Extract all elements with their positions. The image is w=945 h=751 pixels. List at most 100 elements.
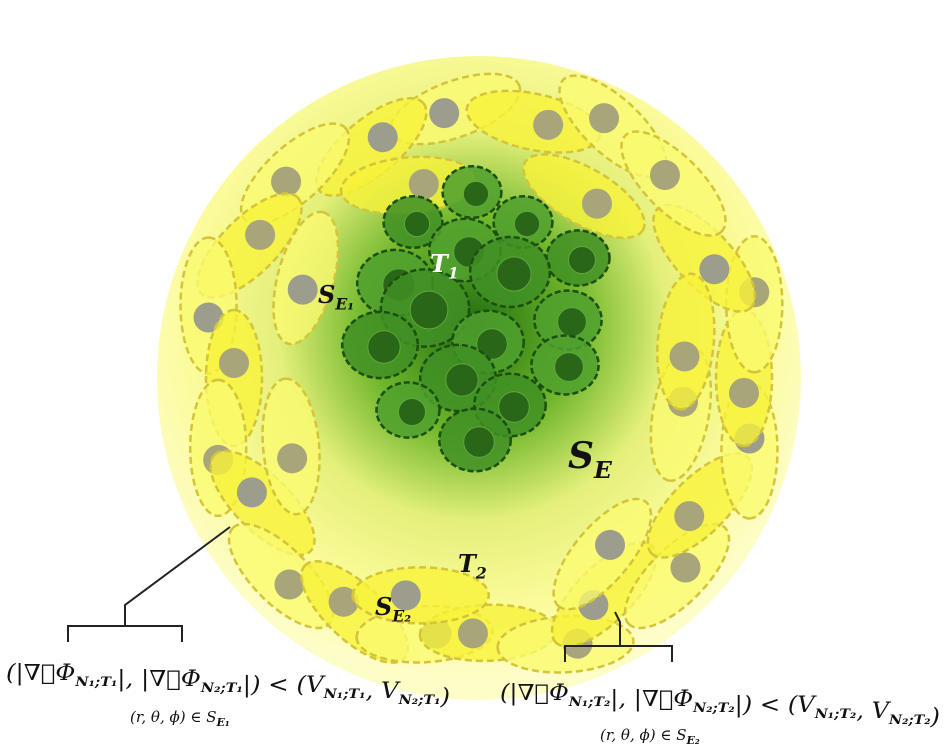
green-cell bbox=[468, 235, 552, 309]
label: SE bbox=[568, 435, 613, 484]
label-sub: E bbox=[593, 456, 613, 484]
formula: (|∇⃗Φ N₁;T₁ |, |∇⃗Φ N₂;T₁ |) < (V N₁;T₁, V N₂;… bbox=[6, 661, 450, 710]
label: T2 bbox=[458, 549, 487, 583]
nucleus bbox=[496, 256, 532, 292]
formula-domain: (r, θ, ϕ) ∈ SE₁ bbox=[130, 708, 230, 729]
green-cell bbox=[533, 289, 603, 351]
nucleus bbox=[674, 501, 705, 532]
label: SE₂ bbox=[375, 592, 411, 626]
green-cell bbox=[438, 407, 512, 473]
formula: (|∇⃗Φ N₁;T₂ |, |∇⃗Φ N₂;T₂ |) < (V N₁;T₂, V N₂;… bbox=[500, 681, 940, 730]
connector bbox=[124, 526, 231, 625]
nucleus bbox=[390, 580, 421, 611]
label-base: S bbox=[318, 280, 335, 309]
label: T1 bbox=[430, 249, 459, 283]
domain-sub: E₂ bbox=[685, 734, 699, 747]
domain-text: (r, θ, ϕ) ∈ S bbox=[130, 708, 216, 726]
nucleus bbox=[533, 109, 564, 140]
label-base: T bbox=[458, 549, 478, 578]
label-sub: 1 bbox=[448, 264, 459, 283]
nucleus bbox=[271, 166, 302, 197]
nucleus bbox=[245, 219, 276, 250]
formula-sub: N₂;T₁ bbox=[200, 681, 243, 696]
nucleus bbox=[463, 426, 495, 458]
yellow-cell bbox=[227, 522, 335, 630]
domain-sub: E₁ bbox=[215, 716, 229, 729]
cells bbox=[179, 72, 784, 674]
nucleus bbox=[274, 569, 305, 600]
nucleus bbox=[498, 391, 530, 423]
formula-text: |) < (V bbox=[735, 693, 817, 718]
formula-text: |, |∇⃗Φ bbox=[117, 667, 201, 692]
nucleus bbox=[409, 290, 449, 330]
yellow-cell bbox=[620, 130, 727, 237]
nucleus bbox=[429, 98, 460, 129]
connector bbox=[614, 611, 621, 645]
formula-text: |, |∇⃗Φ bbox=[610, 687, 693, 712]
yellow-cell bbox=[272, 210, 340, 346]
nucleus bbox=[557, 307, 587, 337]
formula-sub: N₁;T₂ bbox=[814, 707, 857, 722]
yellow-cell bbox=[623, 522, 731, 630]
nucleus bbox=[513, 210, 541, 238]
formula-sub: N₁;T₂ bbox=[568, 695, 611, 710]
formula-text: ) bbox=[929, 705, 940, 730]
nucleus bbox=[403, 210, 431, 238]
yellow-cell bbox=[261, 377, 321, 516]
nucleus bbox=[669, 341, 700, 372]
nucleus bbox=[398, 398, 426, 426]
bracket bbox=[67, 625, 183, 642]
green-cell bbox=[340, 310, 420, 380]
nucleus bbox=[581, 188, 612, 219]
label-base: S bbox=[568, 435, 594, 477]
green-cell bbox=[441, 164, 503, 220]
nucleus bbox=[649, 160, 680, 191]
yellow-cell bbox=[552, 497, 653, 611]
nucleus bbox=[277, 443, 308, 474]
yellow-cell bbox=[656, 272, 716, 411]
nucleus bbox=[462, 180, 490, 208]
nucleus bbox=[236, 477, 267, 508]
nucleus bbox=[699, 254, 730, 285]
nucleus bbox=[445, 363, 479, 397]
connectors bbox=[67, 526, 673, 662]
formula-sub: N₂;T₂ bbox=[692, 701, 735, 716]
formula-sub: N₂;T₁ bbox=[397, 693, 440, 708]
formula-sub: N₁;T₁ bbox=[323, 687, 366, 702]
formula-text: |) < (V bbox=[243, 673, 326, 698]
nucleus bbox=[457, 618, 488, 649]
green-cell bbox=[382, 194, 444, 250]
label-sub: 2 bbox=[475, 564, 487, 583]
nucleus bbox=[219, 348, 249, 378]
domain-text: (r, θ, ϕ) ∈ S bbox=[600, 726, 686, 744]
formula-text: ) bbox=[439, 685, 450, 710]
green-cell bbox=[545, 229, 611, 287]
label: SE₁ bbox=[318, 280, 354, 314]
yellow-cell bbox=[351, 566, 491, 625]
nucleus bbox=[568, 246, 596, 274]
label-sub: E₂ bbox=[391, 607, 411, 626]
formula-text: (|∇⃗Φ bbox=[6, 661, 75, 686]
green-cell bbox=[375, 381, 441, 439]
nucleus bbox=[367, 330, 401, 364]
nucleus bbox=[367, 122, 398, 153]
label-base: T bbox=[430, 249, 450, 278]
nucleus bbox=[476, 328, 508, 360]
formula-text: , V bbox=[365, 679, 400, 704]
nucleus bbox=[670, 552, 701, 583]
nucleus bbox=[408, 169, 439, 200]
formula-text: , V bbox=[856, 699, 891, 724]
yellow-cell bbox=[522, 153, 646, 240]
formula-domain: (r, θ, ϕ) ∈ SE₂ bbox=[600, 726, 700, 747]
label-sub: E₁ bbox=[334, 295, 354, 314]
formula-text: (|∇⃗Φ bbox=[500, 681, 569, 706]
green-cell bbox=[492, 194, 554, 250]
nucleus bbox=[328, 586, 359, 617]
bracket bbox=[564, 645, 673, 662]
nucleus bbox=[729, 378, 759, 408]
nucleus bbox=[595, 529, 626, 560]
green-cell bbox=[530, 334, 600, 396]
nucleus bbox=[287, 274, 318, 305]
